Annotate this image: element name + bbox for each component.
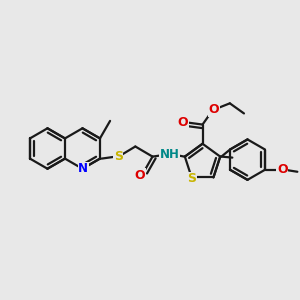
Text: O: O xyxy=(178,116,188,129)
Text: S: S xyxy=(114,150,123,163)
Text: NH: NH xyxy=(160,148,180,161)
Text: O: O xyxy=(277,163,287,176)
Text: N: N xyxy=(78,162,88,175)
Text: O: O xyxy=(208,103,219,116)
Text: S: S xyxy=(187,172,196,185)
Text: O: O xyxy=(135,169,145,182)
